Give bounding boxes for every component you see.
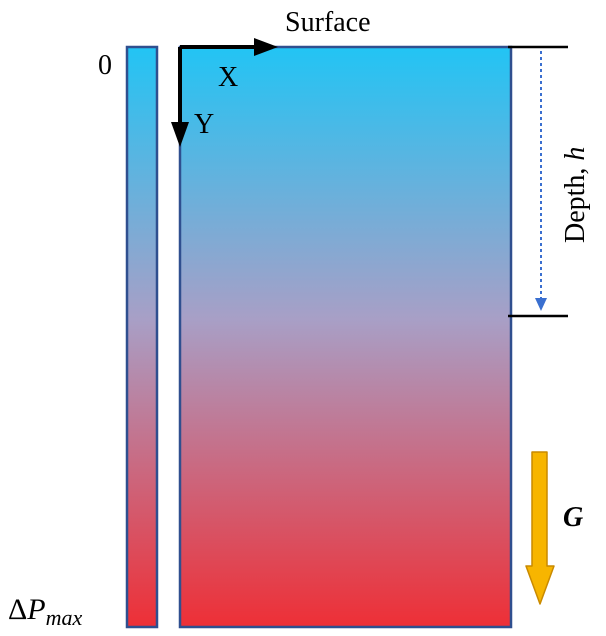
gravity-label: G — [563, 502, 583, 533]
pressure-scale-bar — [125, 45, 159, 629]
x-axis-label: X — [218, 62, 238, 93]
scale-top-label: 0 — [98, 50, 112, 81]
depth-arrow — [535, 51, 547, 311]
y-axis-label: Y — [194, 109, 214, 140]
fluid-column — [178, 45, 513, 629]
surface-label: Surface — [285, 7, 371, 38]
gravity-arrow — [525, 451, 555, 605]
scale-bottom-label: ΔPmax — [8, 593, 83, 630]
x-axis-arrow — [180, 38, 278, 56]
y-axis-arrow — [171, 47, 189, 147]
depth-label: Depth, h — [560, 147, 591, 243]
